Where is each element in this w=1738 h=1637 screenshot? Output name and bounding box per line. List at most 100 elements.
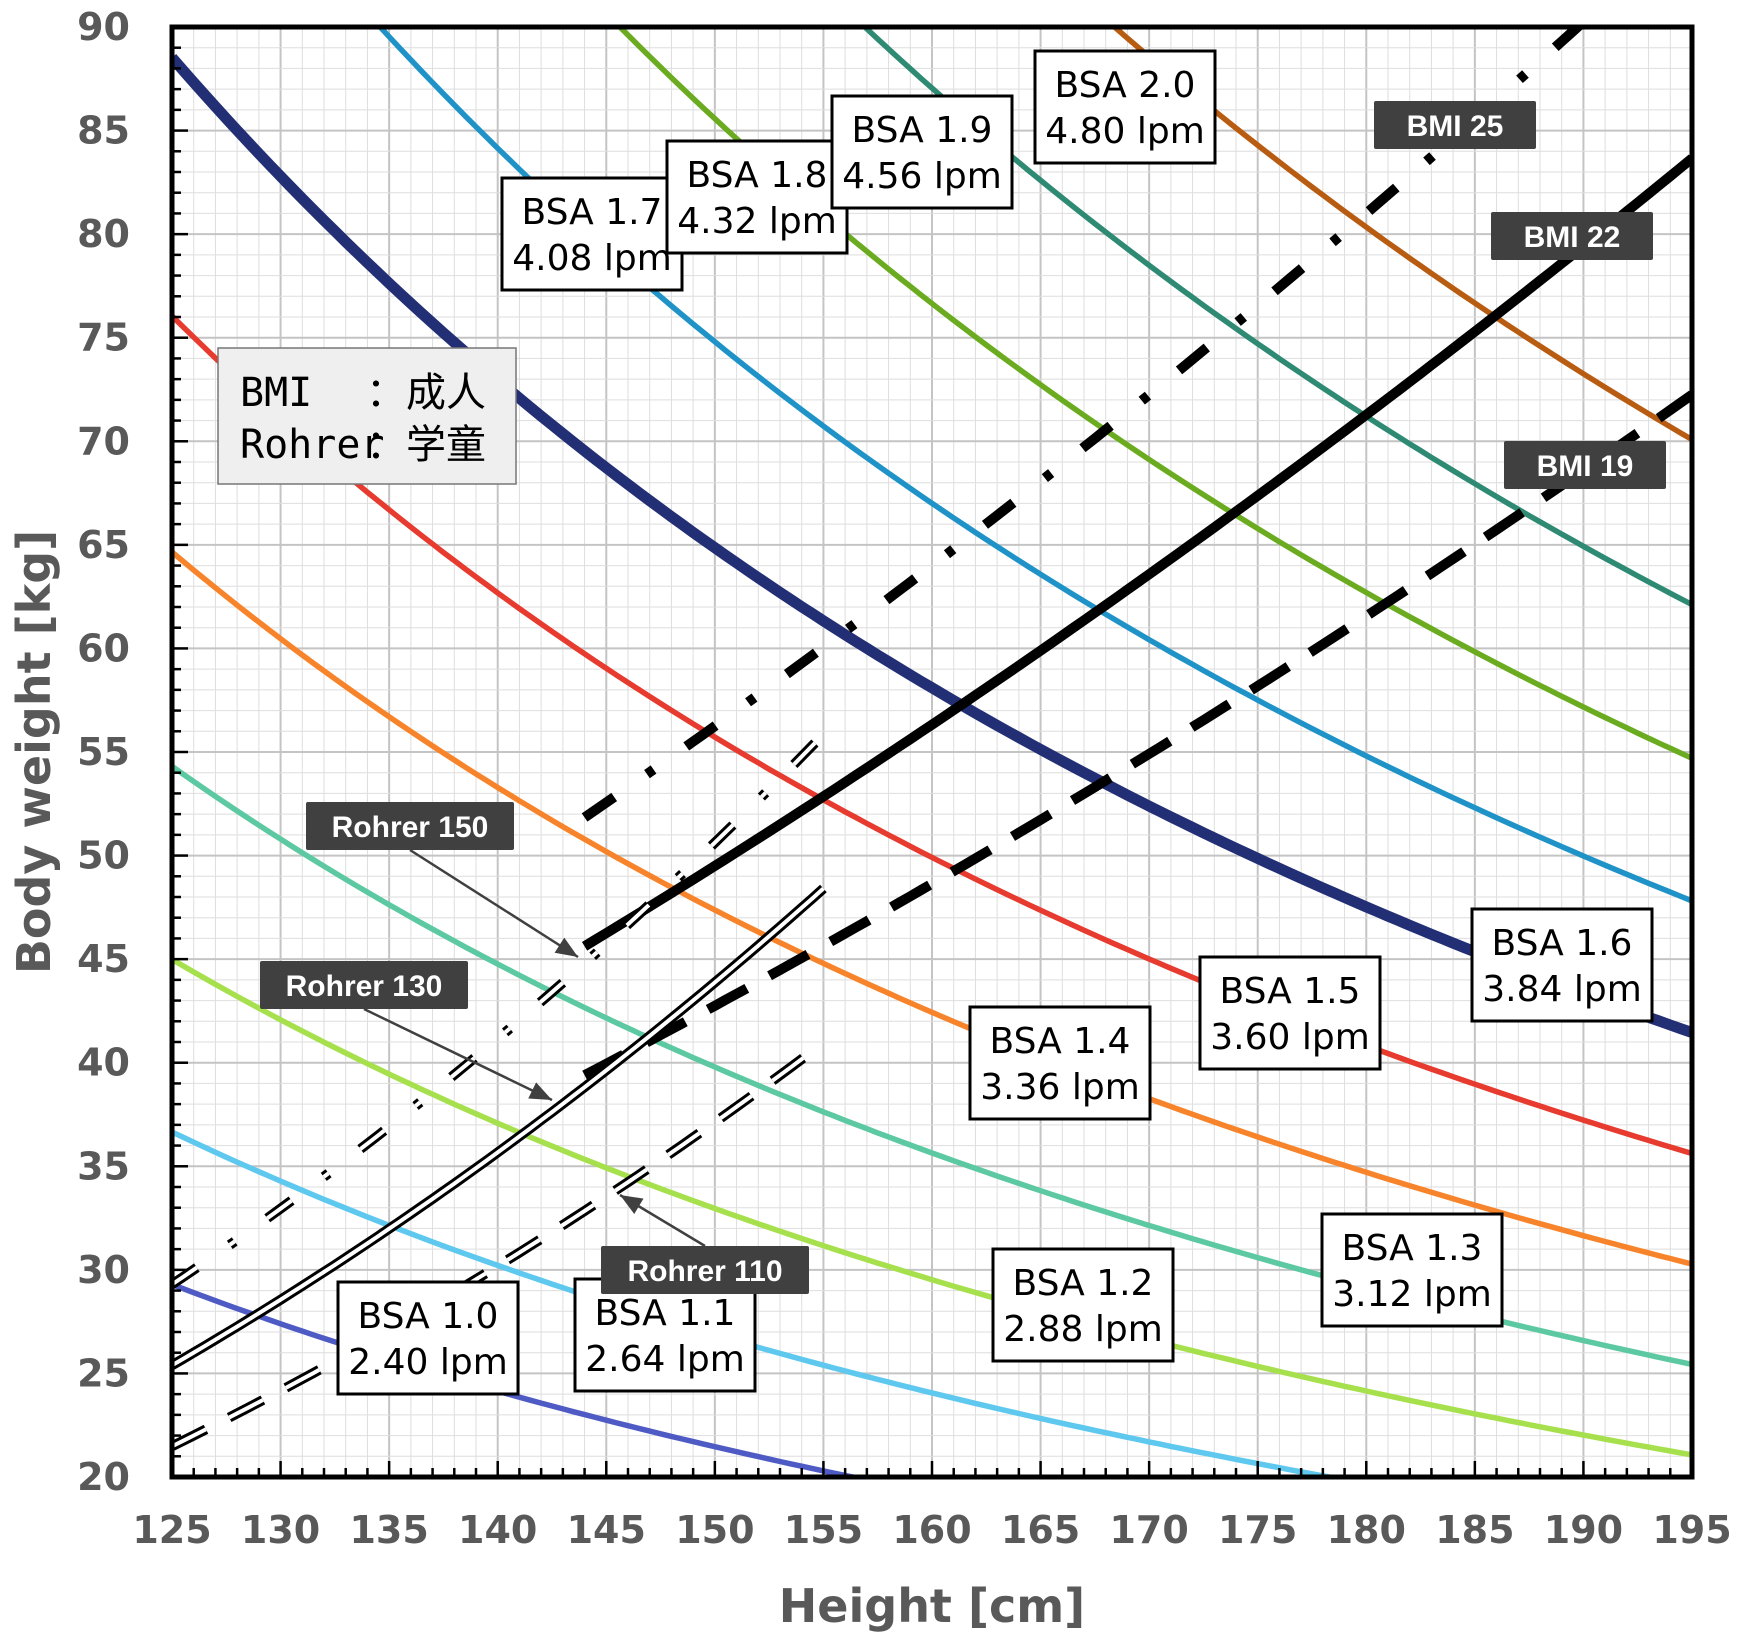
series-tags: BMI 25 BMI 22 BMI 19 Rohrer 150 Rohrer 130 Ro… [260,101,1666,1294]
callout-arrow-head [528,1082,552,1100]
plot-frame [169,24,1695,1480]
x-tick-label: 175 [1218,1508,1297,1552]
bsa-label-flow: 3.36 lpm [980,1067,1140,1108]
tag-bmi-22: BMI 22 [1491,212,1653,260]
bsa-label-flow: 2.88 lpm [1003,1309,1163,1350]
bsa-label-name: BSA 1.9 [852,110,993,151]
bsa-curve-1-1 [172,1129,1345,1477]
bsa-label-name: BSA 1.2 [1013,1263,1154,1304]
bsa-label-name: BSA 1.0 [358,1296,499,1337]
legend-bmi-label: BMI [240,370,312,416]
x-tick-label: 125 [132,1508,211,1552]
x-tick-label: 190 [1544,1508,1623,1552]
x-tick-label: 180 [1327,1508,1406,1552]
bsa-label-name: BSA 1.7 [522,192,663,233]
x-tick-label: 130 [241,1508,320,1552]
bsa-label-box [500,176,684,292]
tag-background [1374,101,1536,149]
bsa-label-1: BSA 1.0 2.40 lpm [336,1280,520,1396]
bsa-label-name: BSA 1.6 [1492,923,1633,964]
bmi-line-22 [581,154,1692,951]
bsa-label-flow: 3.12 lpm [1332,1274,1492,1315]
bsa-label-flow: 4.80 lpm [1045,111,1205,152]
tag-label: Rohrer 150 [332,811,489,844]
tag-background [601,1246,809,1294]
tag-bmi-19: BMI 19 [1504,441,1666,489]
bsa-label-1-2: BSA 1.2 2.88 lpm [991,1247,1175,1363]
tag-rohrer-110: Rohrer 110 [601,1246,809,1294]
bsa-label-1-1: BSA 1.1 2.64 lpm [573,1277,757,1393]
bsa-label-2: BSA 2.0 4.80 lpm [1033,49,1217,165]
y-tick-label: 65 [77,523,130,567]
y-tick-label: 40 [77,1041,130,1085]
callout-arrow-head [620,1195,644,1215]
bsa-label-name: BSA 1.5 [1220,971,1361,1012]
callout-arrow-line [363,1007,553,1102]
tag-rohrer-130: Rohrer 130 [260,961,468,1009]
bsa-label-box [1320,1212,1504,1328]
callout-arrow-head [554,937,578,957]
bsa-label-box [991,1247,1175,1363]
bsa-label-box [1198,955,1382,1071]
bsa-label-name: BSA 1.8 [687,155,828,196]
tag-background [306,802,514,850]
legend-box: BMI ：成人 Rohrer ：学童 [217,347,517,485]
bsa-label-name: BSA 2.0 [1055,65,1196,106]
y-tick-label: 75 [77,316,130,360]
bsa-curve-1-2 [172,957,1692,1458]
bmi-line-19 [582,390,1692,1080]
y-tick-label: 45 [77,937,130,981]
x-axis-title: Height [cm] [779,1579,1085,1633]
bsa-curve-2 [1110,27,1692,442]
bsa-label-1-5: BSA 1.5 3.60 lpm [1198,955,1382,1071]
bsa-label-flow: 3.84 lpm [1482,969,1642,1010]
x-tick-label: 165 [1001,1508,1080,1552]
bsa-curve-1-8 [616,27,1692,761]
bsa-label-flow: 4.08 lpm [512,238,672,279]
y-tick-label: 90 [77,5,130,49]
y-tick-label: 30 [77,1248,130,1292]
y-tick-label: 70 [77,419,130,463]
tag-label: BMI 25 [1407,110,1504,143]
bsa-label-1-7: BSA 1.7 4.08 lpm [500,176,684,292]
tag-background [1504,441,1666,489]
tag-rohrer-150: Rohrer 150 [306,802,514,850]
x-tick-label: 195 [1652,1508,1731,1552]
tag-bmi-25: BMI 25 [1374,101,1536,149]
y-tick-label: 55 [77,730,130,774]
tag-label: Rohrer 110 [627,1255,782,1288]
rohrer-line-inner-150 [172,732,825,1287]
callout-arrow-line [409,848,579,959]
bsa-curve-1-5 [172,314,1692,1157]
bsa-label-1-9: BSA 1.9 4.56 lpm [830,94,1014,210]
bsa-label-name: BSA 1.3 [1342,1228,1483,1269]
bsa-curve-1-9 [860,27,1692,608]
bsa-label-1-3: BSA 1.3 3.12 lpm [1320,1212,1504,1328]
bsa-label-flow: 3.60 lpm [1210,1017,1370,1058]
tick-labels: 125 130 135 140 145 150 155 160 165 170 175 180 185 1… [77,5,1732,1552]
y-tick-label: 20 [77,1455,130,1499]
tag-label: Rohrer 130 [286,970,443,1003]
bsa-label-box [336,1280,520,1396]
callout-arrows [363,848,706,1248]
bsa-label-box [968,1005,1152,1121]
legend-bmi-value: ：成人 [366,370,486,416]
legend-background [217,347,517,485]
y-tick-label: 25 [77,1351,130,1395]
x-tick-label: 135 [349,1508,428,1552]
x-tick-label: 185 [1435,1508,1514,1552]
tag-background [1491,212,1653,260]
y-tick-label: 50 [77,834,130,878]
rohrer-line-inner-130 [172,887,825,1368]
bsa-curve-1-4 [172,549,1692,1267]
y-axis-title: Body weight [kg] [7,530,61,974]
x-tick-label: 145 [567,1508,646,1552]
rohrer-lines [172,730,827,1451]
bsa-label-box [830,94,1014,210]
bsa-curve-1-6 [172,53,1692,1038]
tag-background [260,961,468,1009]
bsa-label-name: BSA 1.1 [595,1293,736,1334]
bsa-label-box [665,139,849,255]
